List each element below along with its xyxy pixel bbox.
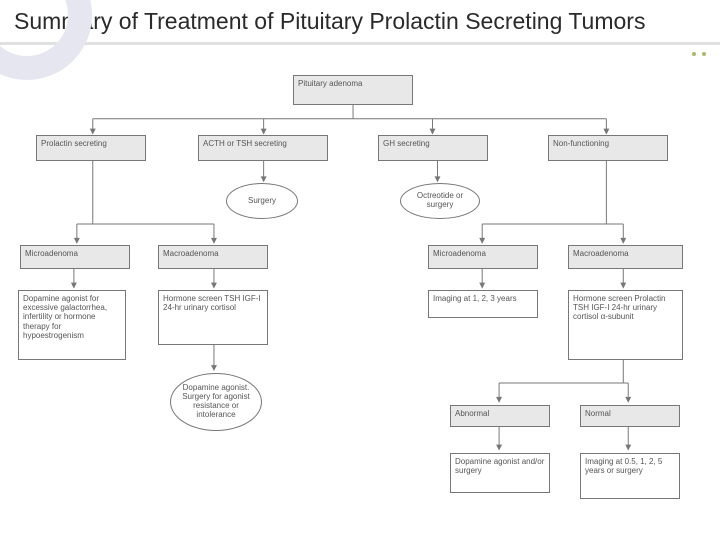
node-gh: GH secreting bbox=[378, 135, 488, 161]
node-nonfunc: Non-functioning bbox=[548, 135, 668, 161]
node-surgery: Surgery bbox=[226, 183, 298, 219]
node-dopamine-surgery-ellipse: Dopamine agonist. Surgery for agonist re… bbox=[170, 373, 262, 431]
node-label: GH secreting bbox=[383, 139, 430, 148]
node-imaging-123: Imaging at 1, 2, 3 years bbox=[428, 290, 538, 318]
bullet-dot bbox=[702, 52, 706, 56]
node-macro-r: Macroadenoma bbox=[568, 245, 683, 269]
node-octreotide: Octreotide or surgery bbox=[400, 183, 480, 219]
node-label: ACTH or TSH secreting bbox=[203, 139, 287, 148]
node-label: Pituitary adenoma bbox=[298, 79, 362, 88]
node-acth: ACTH or TSH secreting bbox=[198, 135, 328, 161]
node-label: Abnormal bbox=[455, 409, 489, 418]
node-label: Prolactin secreting bbox=[41, 139, 107, 148]
decorative-circle bbox=[0, 0, 92, 80]
node-root: Pituitary adenoma bbox=[293, 75, 413, 105]
page-title: Summary of Treatment of Pituitary Prolac… bbox=[14, 8, 706, 36]
node-micro-l: Microadenoma bbox=[20, 245, 130, 269]
node-prolactin: Prolactin secreting bbox=[36, 135, 146, 161]
node-label: Macroadenoma bbox=[573, 249, 629, 258]
node-label: Hormone screen Prolactin TSH IGF-I 24-hr… bbox=[573, 294, 665, 321]
node-micro-r: Microadenoma bbox=[428, 245, 538, 269]
flowchart: Pituitary adenoma Prolactin secreting AC… bbox=[8, 75, 712, 532]
node-label: Surgery bbox=[248, 197, 276, 206]
node-dopamine-final: Dopamine agonist and/or surgery bbox=[450, 453, 550, 493]
node-label: Macroadenoma bbox=[163, 249, 219, 258]
node-label: Microadenoma bbox=[433, 249, 486, 258]
node-imaging-long: Imaging at 0.5, 1, 2, 5 years or surgery bbox=[580, 453, 680, 499]
node-dopamine-agonist: Dopamine agonist for excessive galactorr… bbox=[18, 290, 126, 360]
node-label: Normal bbox=[585, 409, 611, 418]
node-macro-l: Macroadenoma bbox=[158, 245, 268, 269]
node-label: Dopamine agonist and/or surgery bbox=[455, 457, 544, 475]
node-normal: Normal bbox=[580, 405, 680, 427]
node-label: Dopamine agonist. Surgery for agonist re… bbox=[173, 384, 259, 419]
node-label: Octreotide or surgery bbox=[403, 192, 477, 210]
node-hormone-prl: Hormone screen Prolactin TSH IGF-I 24-hr… bbox=[568, 290, 683, 360]
node-label: Microadenoma bbox=[25, 249, 78, 258]
node-label: Imaging at 1, 2, 3 years bbox=[433, 294, 517, 303]
title-bar: Summary of Treatment of Pituitary Prolac… bbox=[0, 0, 720, 45]
node-label: Hormone screen TSH IGF-I 24-hr urinary c… bbox=[163, 294, 261, 312]
node-label: Dopamine agonist for excessive galactorr… bbox=[23, 294, 107, 340]
node-abnormal: Abnormal bbox=[450, 405, 550, 427]
node-label: Non-functioning bbox=[553, 139, 609, 148]
node-hormone-tsh: Hormone screen TSH IGF-I 24-hr urinary c… bbox=[158, 290, 268, 345]
node-label: Imaging at 0.5, 1, 2, 5 years or surgery bbox=[585, 457, 662, 475]
bullet-dot bbox=[692, 52, 696, 56]
